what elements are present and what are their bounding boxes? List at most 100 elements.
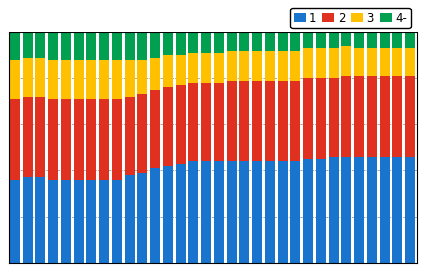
Bar (380, 157, 390, 263)
Bar (329, 32, 339, 48)
Bar (201, 53, 211, 83)
Bar (239, 81, 249, 161)
Bar (278, 51, 288, 81)
Bar (214, 32, 224, 53)
Bar (86, 32, 96, 60)
Bar (303, 32, 313, 48)
Bar (239, 32, 249, 51)
Bar (367, 48, 377, 76)
Bar (227, 81, 237, 161)
Bar (329, 48, 339, 78)
Bar (125, 175, 135, 263)
Bar (354, 157, 364, 263)
Bar (405, 32, 415, 48)
Bar (227, 161, 237, 263)
Bar (112, 60, 122, 99)
Legend: 1, 2, 3, 4-: 1, 2, 3, 4- (290, 8, 411, 28)
Bar (227, 32, 237, 51)
Bar (392, 32, 402, 48)
Bar (405, 157, 415, 263)
Bar (176, 55, 186, 85)
Bar (380, 48, 390, 76)
Bar (137, 60, 147, 94)
Bar (112, 32, 122, 60)
Bar (176, 32, 186, 55)
Bar (188, 53, 198, 83)
Bar (239, 161, 249, 263)
Bar (10, 60, 20, 99)
Bar (265, 81, 275, 161)
Bar (23, 32, 33, 58)
Bar (125, 60, 135, 97)
Bar (10, 99, 20, 180)
Bar (61, 180, 71, 263)
Bar (278, 81, 288, 161)
Bar (354, 76, 364, 157)
Bar (405, 76, 415, 157)
Bar (201, 32, 211, 53)
Bar (74, 99, 84, 180)
Bar (112, 180, 122, 263)
Bar (99, 60, 109, 99)
Bar (329, 78, 339, 157)
Bar (188, 83, 198, 161)
Bar (35, 32, 45, 58)
Bar (214, 83, 224, 161)
Bar (380, 76, 390, 157)
Bar (86, 180, 96, 263)
Bar (163, 166, 173, 263)
Bar (10, 32, 20, 60)
Bar (367, 32, 377, 48)
Bar (137, 173, 147, 263)
Bar (290, 81, 300, 161)
Bar (150, 58, 160, 90)
Bar (354, 32, 364, 48)
Bar (99, 99, 109, 180)
Bar (137, 94, 147, 173)
Bar (99, 32, 109, 60)
Bar (316, 48, 326, 78)
Bar (239, 51, 249, 81)
Bar (316, 32, 326, 48)
Bar (201, 161, 211, 263)
Bar (176, 85, 186, 163)
Bar (341, 46, 351, 76)
Bar (48, 99, 58, 180)
Bar (367, 157, 377, 263)
Bar (252, 32, 262, 51)
Bar (163, 32, 173, 55)
Bar (227, 51, 237, 81)
Bar (23, 58, 33, 97)
Bar (290, 51, 300, 81)
Bar (201, 83, 211, 161)
Bar (125, 32, 135, 60)
Bar (392, 157, 402, 263)
Bar (163, 55, 173, 87)
Bar (125, 97, 135, 175)
Bar (316, 159, 326, 263)
Bar (303, 78, 313, 159)
Bar (392, 48, 402, 76)
Bar (48, 180, 58, 263)
Bar (163, 87, 173, 166)
Bar (265, 51, 275, 81)
Bar (23, 97, 33, 177)
Bar (112, 99, 122, 180)
Bar (341, 32, 351, 46)
Bar (316, 78, 326, 159)
Bar (392, 76, 402, 157)
Bar (150, 32, 160, 58)
Bar (74, 32, 84, 60)
Bar (341, 157, 351, 263)
Bar (278, 32, 288, 51)
Bar (188, 161, 198, 263)
Bar (380, 32, 390, 48)
Bar (303, 48, 313, 78)
Bar (367, 76, 377, 157)
Bar (35, 177, 45, 263)
Bar (10, 180, 20, 263)
Bar (150, 168, 160, 263)
Bar (35, 58, 45, 97)
Bar (265, 161, 275, 263)
Bar (61, 32, 71, 60)
